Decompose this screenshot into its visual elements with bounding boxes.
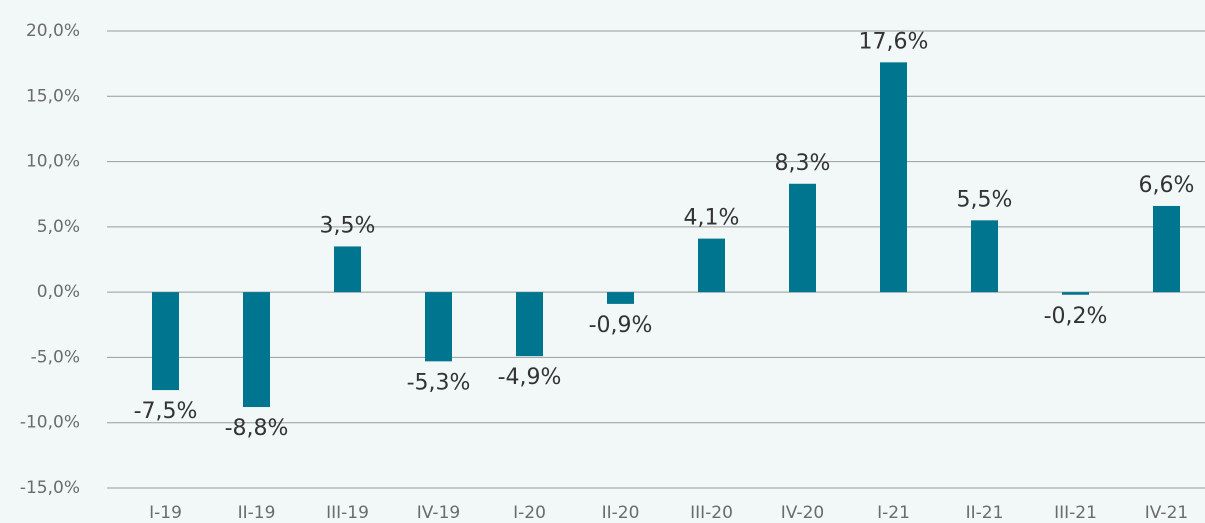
y-tick-label: 15,0%	[26, 86, 80, 106]
x-tick-label: III-19	[326, 503, 369, 523]
y-tick-label: 5,0%	[37, 217, 80, 237]
bar	[971, 220, 998, 293]
x-tick-label: I-21	[877, 503, 910, 523]
y-tick-label: -5,0%	[31, 347, 80, 367]
y-tick-label: 0,0%	[37, 282, 80, 302]
x-tick-label: II-20	[602, 503, 640, 523]
bar	[1153, 205, 1180, 293]
bar	[243, 292, 270, 408]
y-tick-label: 20,0%	[26, 21, 80, 41]
y-tick-label: 10,0%	[26, 152, 80, 172]
value-label: 4,1%	[684, 206, 740, 231]
y-tick-label: -15,0%	[20, 478, 80, 498]
x-tick-label: IV-20	[781, 503, 824, 523]
bar	[1062, 292, 1089, 295]
bar	[607, 292, 634, 304]
bar	[880, 62, 907, 293]
x-tick-label: III-21	[1054, 503, 1097, 523]
x-tick-label: I-19	[149, 503, 182, 523]
value-label: -0,9%	[589, 313, 653, 338]
value-label: 5,5%	[957, 187, 1013, 212]
y-tick-label: -10,0%	[20, 413, 80, 433]
value-label: -8,8%	[225, 416, 289, 441]
value-label: 17,6%	[859, 29, 929, 54]
x-tick-label: I-20	[513, 503, 546, 523]
x-tick-label: II-21	[966, 503, 1004, 523]
bar	[334, 246, 361, 293]
bar	[698, 238, 725, 293]
value-label: 6,6%	[1139, 173, 1195, 198]
value-label: -4,9%	[498, 365, 562, 390]
value-label: -5,3%	[407, 370, 471, 395]
x-tick-label: IV-19	[417, 503, 460, 523]
x-tick-label: III-20	[690, 503, 733, 523]
value-label: 3,5%	[320, 213, 376, 238]
x-tick-label: II-19	[238, 503, 276, 523]
bar	[516, 292, 543, 357]
bar	[152, 292, 179, 391]
x-tick-label: IV-21	[1145, 503, 1188, 523]
value-label: 8,3%	[775, 151, 831, 176]
value-label: -0,2%	[1044, 304, 1108, 329]
bar	[425, 292, 452, 362]
value-label: -7,5%	[134, 399, 198, 424]
bar	[789, 183, 816, 293]
